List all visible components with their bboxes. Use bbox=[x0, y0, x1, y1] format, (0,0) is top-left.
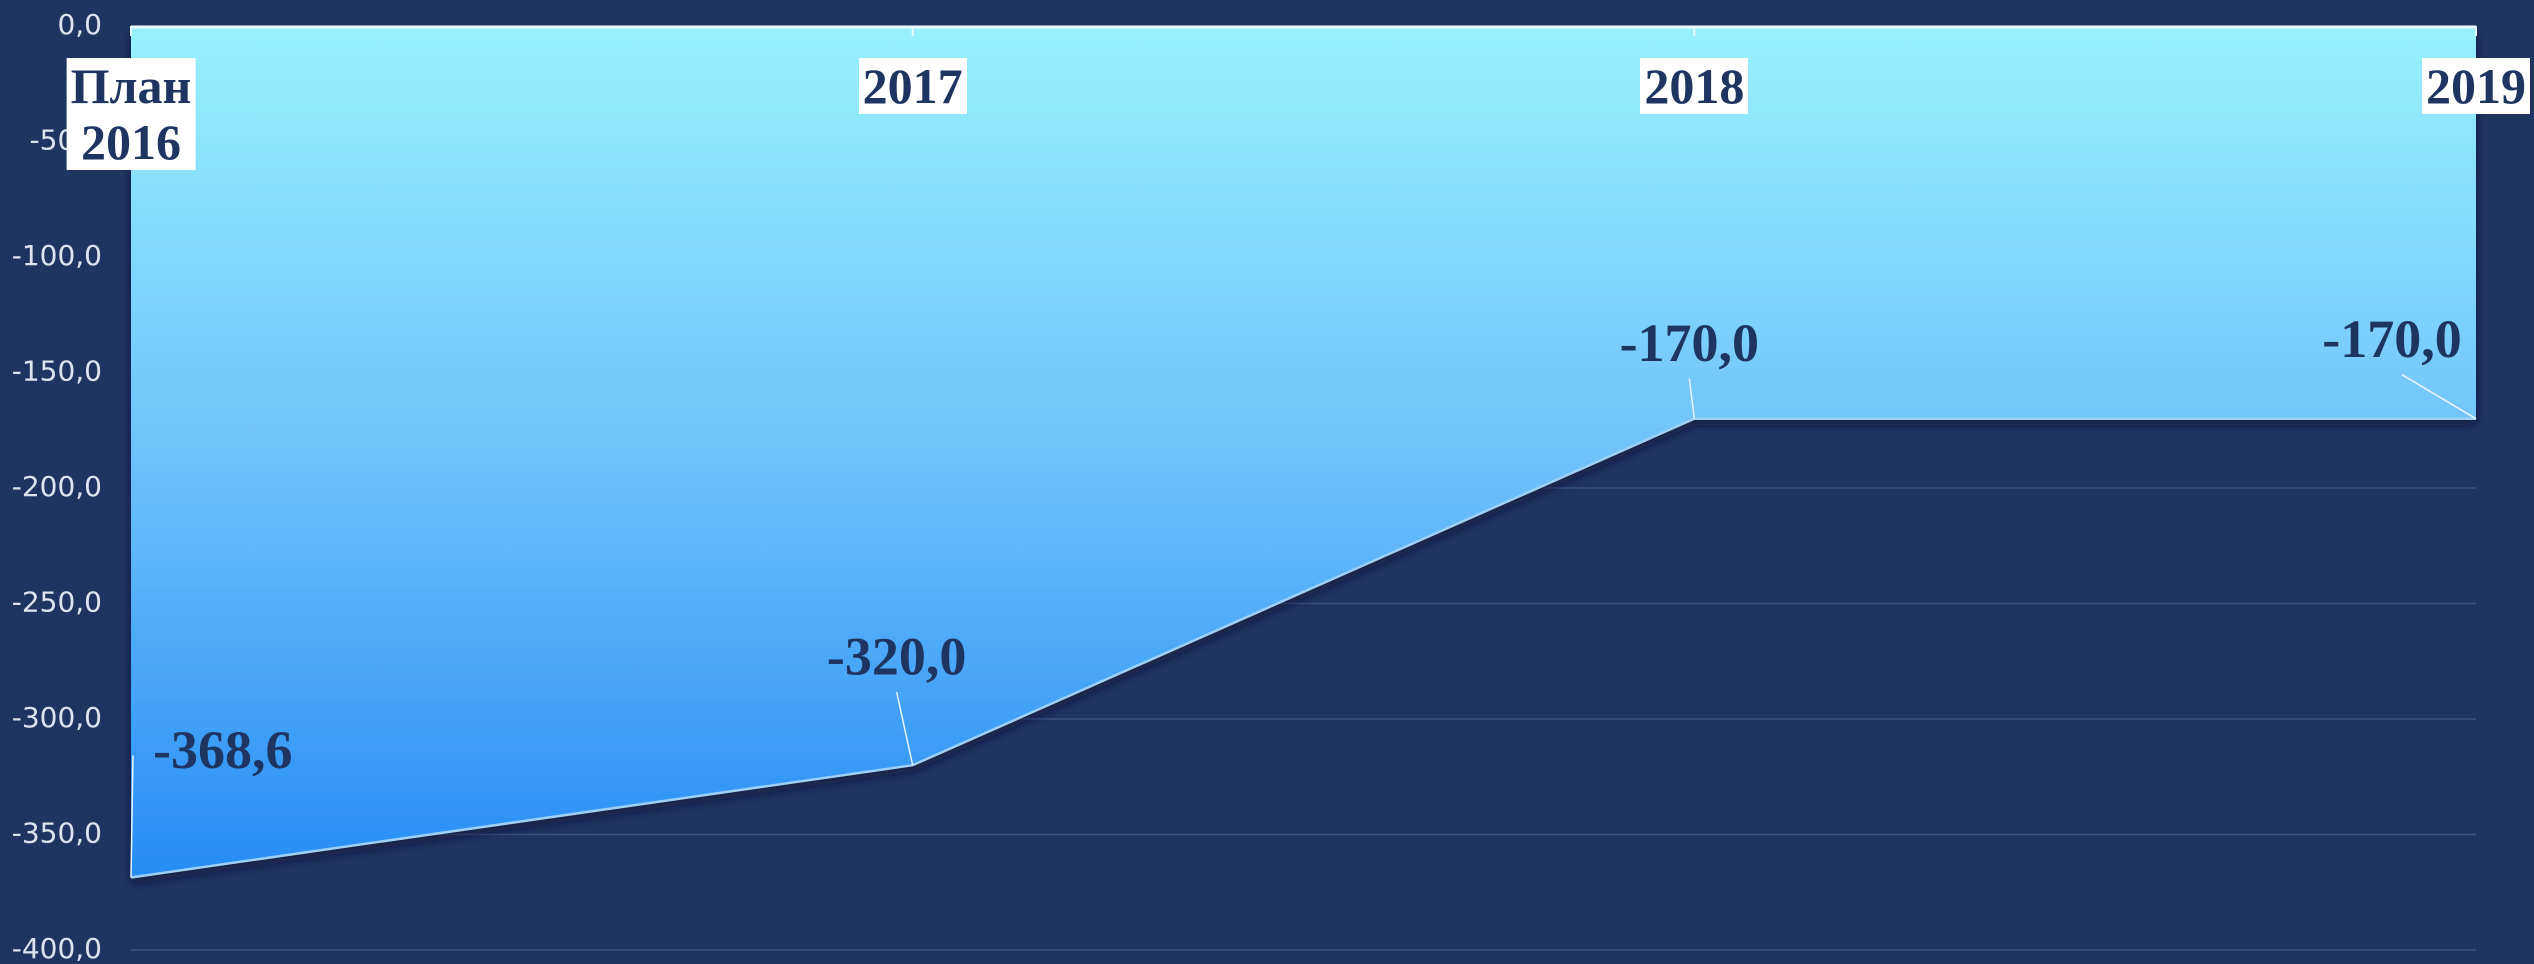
leader-line bbox=[1688, 378, 1696, 419]
y-tick-label: -250,0 bbox=[12, 586, 102, 619]
y-tick-label: 0,0 bbox=[57, 8, 102, 41]
data-label: -170,0 bbox=[1620, 313, 1759, 373]
area bbox=[131, 26, 2476, 878]
x-tick-label: 2017 bbox=[858, 58, 967, 114]
x-tick-label: План 2016 bbox=[66, 58, 196, 170]
data-label: -320,0 bbox=[827, 627, 966, 687]
area-edge bbox=[130, 417, 2476, 879]
y-tick-label: -400,0 bbox=[12, 932, 102, 964]
data-label: -170,0 bbox=[2322, 309, 2461, 369]
leader-line bbox=[2401, 374, 2477, 420]
x-tick-label: 2019 bbox=[2422, 58, 2530, 114]
data-label: -368,6 bbox=[153, 720, 292, 780]
leader-line bbox=[130, 755, 134, 878]
y-tick-label: -150,0 bbox=[12, 355, 102, 388]
leader-line bbox=[895, 692, 914, 766]
y-tick-label: -200,0 bbox=[12, 470, 102, 503]
y-tick-label: -100,0 bbox=[12, 239, 102, 272]
y-tick-label: -350,0 bbox=[12, 817, 102, 850]
x-tick-label: 2018 bbox=[1640, 58, 1749, 114]
y-tick-label: -300,0 bbox=[12, 701, 102, 734]
